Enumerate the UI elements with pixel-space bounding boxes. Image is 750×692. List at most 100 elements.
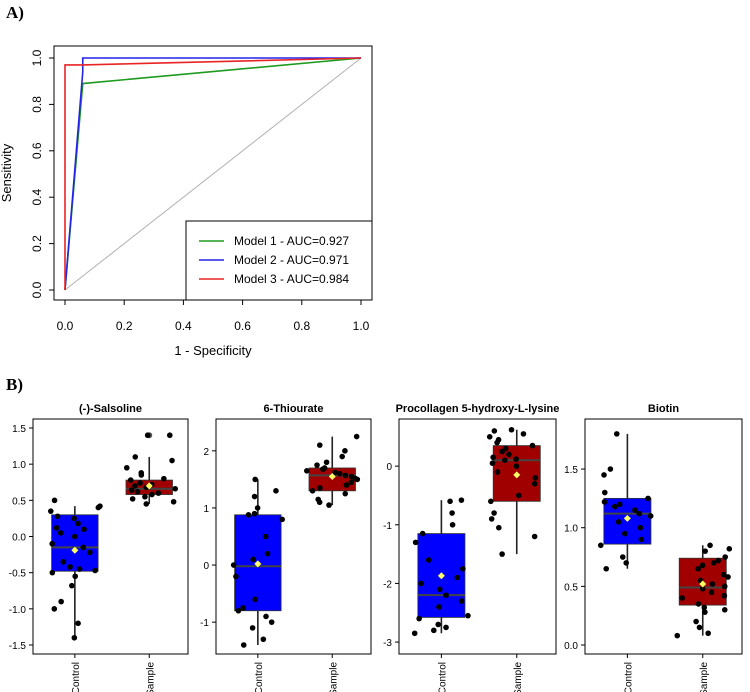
data-point-control [72,573,78,580]
data-point-sample [520,431,527,437]
data-point-sample [336,470,343,477]
data-point-sample [695,601,702,607]
data-point-control [252,476,259,483]
data-point-sample [726,546,733,552]
data-point-control [57,530,64,536]
mean-marker-sample [513,471,521,479]
data-point-control [458,497,465,503]
data-point-sample [696,624,703,631]
data-point-control [465,612,471,619]
data-point-sample [132,483,138,489]
boxplot-y-tick-label: 0 [203,561,209,572]
data-point-sample [496,524,502,531]
data-point-sample [715,557,722,564]
boxplot-title: Procollagen 5-hydroxy-L-lysine [396,403,560,415]
boxplot-panels: (-)-Salsoline -1.5 -1.0 -0.5 0.0 0.5 1.0 1.5 Con… [9,403,743,692]
boxplot-y-tick-label: 0.0 [12,533,26,544]
data-point-control [58,598,64,605]
data-point-control [449,510,455,516]
data-point-control [250,556,256,563]
data-point-control [235,607,242,614]
data-point-sample [316,442,323,448]
data-point-sample [342,448,348,454]
data-point-control [273,488,279,494]
panel-a-label: A) [6,3,24,22]
data-point-sample [532,475,539,481]
data-point-sample [149,491,155,498]
data-point-sample [709,581,716,587]
boxplot-y-tick-label: 1.0 [12,460,26,471]
data-point-sample [699,562,706,569]
roc-y-tick-label: 1.0 [30,49,44,66]
data-point-control [75,520,81,527]
data-point-sample [702,548,708,554]
data-point-control [71,515,77,522]
boxplot-y-tick-label: 2 [203,447,209,458]
data-point-control [601,489,608,496]
data-point-sample [513,463,520,469]
boxplot-frame [584,418,743,655]
mean-marker-control [437,572,445,580]
data-point-control [412,539,419,546]
data-point-sample [508,426,515,433]
roc-y-tick-label: 0.4 [30,189,44,206]
data-point-sample [144,432,151,439]
data-point-sample [529,442,536,449]
boxplot-y-tick-label: 0.5 [564,582,578,593]
data-point-sample [129,496,136,502]
data-point-sample [339,453,345,460]
boxplot-title: Biotin [648,403,679,415]
data-point-control [419,530,426,537]
data-point-sample [123,464,130,471]
data-point-sample [693,618,699,625]
data-point-sample [332,469,338,476]
data-point-control [263,613,269,620]
roc-y-tick-label: 0.2 [30,235,44,252]
data-point-control [458,598,465,604]
data-point-sample [321,465,328,471]
data-point-sample [531,533,538,540]
data-point-control [252,596,258,603]
data-point-sample [499,551,505,557]
data-point-sample [491,428,498,434]
data-point-sample [725,574,731,580]
roc-x-tick-label: 0.0 [57,319,74,333]
data-point-control [262,533,269,540]
data-point-sample [348,479,355,486]
data-point-control [69,582,75,589]
data-point-sample [353,433,360,440]
data-point-sample [705,630,711,637]
data-point-sample [309,488,316,494]
mean-marker-sample [328,473,336,481]
boxplot-y-tick-label: -1 [383,521,392,532]
data-point-control [233,573,239,580]
data-point-sample [506,451,512,458]
boxplot-x-tick-label: Sample [328,662,339,692]
data-point-control [53,525,60,531]
boxplot-y-tick-label: 0.5 [12,496,26,507]
data-point-control [418,580,424,587]
data-point-control [251,510,258,517]
data-point-sample [315,496,321,503]
data-point-sample [710,560,717,566]
data-point-sample [708,589,715,596]
data-point-sample [699,585,706,592]
data-point-sample [721,592,728,599]
data-point-control [80,544,87,551]
data-point-control [81,526,87,533]
roc-diagonal-reference [64,57,362,291]
data-point-control [240,605,246,611]
data-point-control [245,512,252,518]
data-point-sample [128,487,135,494]
data-point-control [87,549,93,556]
roc-y-tick-label: 0.8 [30,96,44,113]
data-point-control [430,627,437,634]
data-point-sample [304,468,310,474]
data-point-sample [721,583,728,590]
data-point-control [603,565,610,572]
boxplot-x-tick-label: Control [437,662,448,692]
data-point-sample [702,609,708,615]
boxplot-panel-3: Procollagen 5-hydroxy-L-lysine -3 -2 -1 0 Con… [383,403,559,692]
data-point-sample [317,485,323,491]
boxplot-y-tick-label: -0.5 [9,569,27,580]
